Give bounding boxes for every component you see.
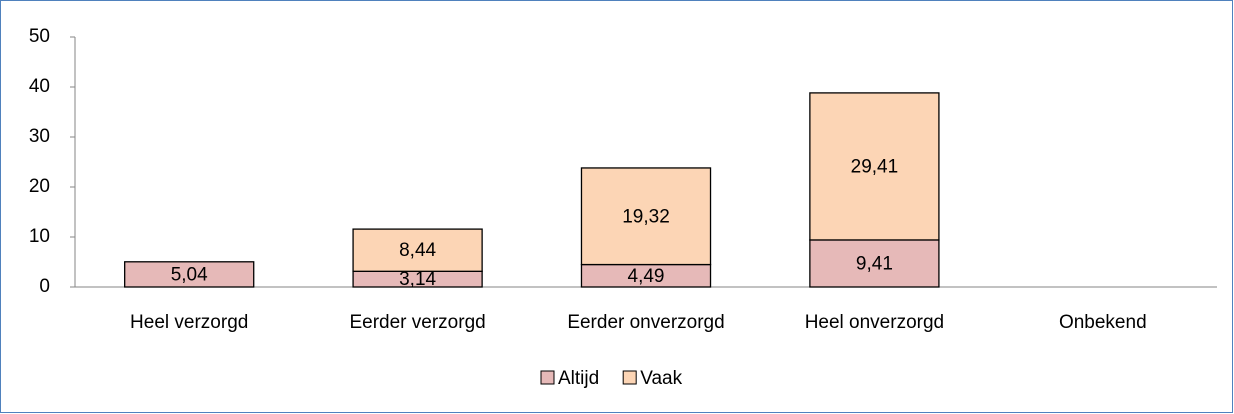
- x-tick-label: Eerder onverzorgd: [567, 312, 724, 333]
- y-tick-label: 50: [29, 26, 50, 47]
- legend-label: Vaak: [640, 368, 682, 389]
- y-tick-label: 30: [29, 126, 50, 147]
- y-tick-label: 20: [29, 176, 50, 197]
- bar-segment: [124, 261, 255, 288]
- x-tick-label: Onbekend: [1059, 312, 1147, 333]
- bar-segment: [809, 92, 940, 241]
- data-label: 29,41: [851, 156, 899, 177]
- x-tick-label: Heel onverzorgd: [805, 312, 944, 333]
- bar-segment: [352, 228, 483, 272]
- bar-segment: [809, 239, 940, 288]
- y-tick-label: 40: [29, 76, 50, 97]
- x-tick-label: Heel verzorgd: [130, 312, 248, 333]
- legend-label: Altijd: [558, 368, 599, 389]
- y-tick-label: 10: [29, 226, 50, 247]
- data-label: 8,44: [399, 240, 436, 261]
- y-tick-label: 0: [39, 276, 50, 297]
- legend-swatch: [540, 370, 555, 385]
- data-label: 19,32: [622, 206, 670, 227]
- data-label: 4,49: [628, 266, 665, 287]
- bar-segment: [580, 167, 712, 266]
- data-label: 9,41: [856, 253, 893, 274]
- data-label: 3,14: [399, 269, 436, 290]
- legend-swatch: [622, 370, 637, 385]
- x-tick-label: Eerder verzorgd: [349, 312, 485, 333]
- data-label: 5,04: [171, 264, 208, 285]
